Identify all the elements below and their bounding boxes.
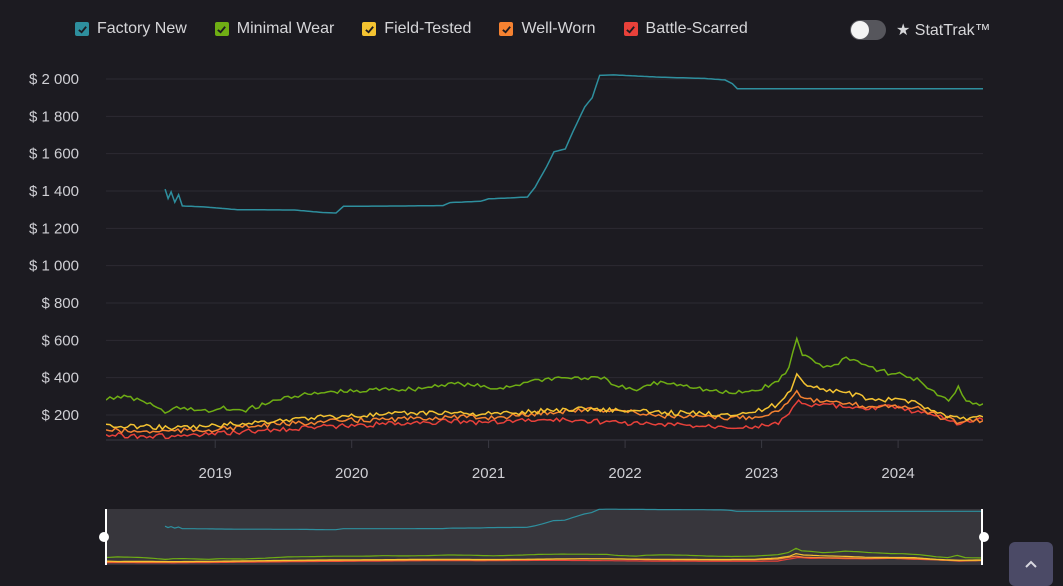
x-tick-label: 2024 — [881, 465, 914, 482]
x-tick-label: 2019 — [199, 465, 232, 482]
series-line-battle-scarred — [106, 398, 983, 440]
navigator-series-field-tested — [105, 552, 982, 563]
legend-label: Factory New — [97, 20, 187, 37]
legend-label: Minimal Wear — [236, 20, 335, 37]
x-tick-label: 2023 — [745, 465, 778, 482]
y-tick-label: $ 600 — [41, 332, 79, 349]
legend-label: Battle-Scarred — [645, 20, 748, 37]
legend-label: Well-Worn — [521, 20, 596, 37]
checkbox-checked-icon[interactable] — [499, 22, 514, 36]
x-tick-label: 2020 — [335, 465, 368, 482]
checkbox-checked-icon[interactable] — [362, 22, 377, 36]
chart-legend: Factory New Minimal Wear Field-Tested Well-… — [75, 20, 748, 38]
chevron-up-icon — [1025, 560, 1037, 568]
navigator-left-handle[interactable] — [99, 532, 109, 542]
y-tick-label: $ 1 400 — [29, 183, 79, 200]
checkbox-checked-icon[interactable] — [623, 22, 638, 36]
legend-item-well-worn[interactable]: Well-Worn — [499, 20, 596, 38]
legend-item-field-tested[interactable]: Field-Tested — [362, 20, 471, 38]
toggle-knob — [851, 21, 869, 39]
legend-item-battle-scarred[interactable]: Battle-Scarred — [623, 20, 748, 38]
series-line-minimal-wear — [106, 335, 983, 414]
series-line-field-tested — [106, 372, 983, 431]
stattrak-toggle-group: ★ StatTrak™ — [850, 20, 991, 40]
legend-item-minimal-wear[interactable]: Minimal Wear — [214, 20, 335, 38]
y-tick-label: $ 400 — [41, 370, 79, 387]
series-line-factory-new — [164, 74, 983, 214]
navigator-series-factory-new — [164, 508, 982, 531]
y-tick-label: $ 1 600 — [29, 146, 79, 163]
y-tick-label: $ 1 200 — [29, 220, 79, 237]
stattrak-toggle[interactable] — [850, 20, 886, 40]
x-tick-label: 2021 — [472, 465, 505, 482]
y-tick-label: $ 1 800 — [29, 108, 79, 125]
y-tick-label: $ 1 000 — [29, 258, 79, 275]
y-tick-label: $ 2 000 — [29, 71, 79, 88]
navigator-series-minimal-wear — [105, 547, 983, 561]
stattrak-label: ★ StatTrak™ — [896, 22, 991, 39]
scroll-to-top-button[interactable] — [1009, 542, 1053, 586]
y-tick-label: $ 200 — [41, 407, 79, 424]
checkbox-checked-icon[interactable] — [75, 22, 89, 36]
y-tick-label: $ 800 — [41, 295, 79, 312]
legend-label: Field-Tested — [384, 20, 472, 37]
legend-item-factory-new[interactable]: Factory New — [75, 20, 187, 38]
navigator-right-handle[interactable] — [979, 532, 989, 542]
checkbox-checked-icon[interactable] — [214, 22, 229, 36]
x-tick-label: 2022 — [608, 465, 641, 482]
series-line-well-worn — [106, 389, 983, 434]
